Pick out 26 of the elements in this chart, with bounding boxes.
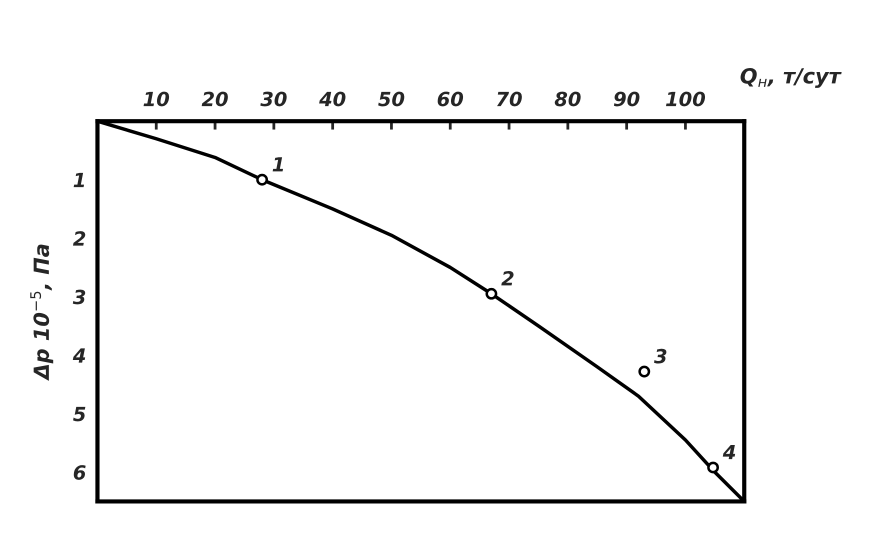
point — [256, 174, 268, 186]
annotation: 2 — [501, 271, 514, 286]
point — [707, 462, 719, 474]
x-tick-label: 50 — [378, 92, 404, 106]
point — [638, 366, 650, 378]
y-tick-label: 1 — [74, 172, 84, 188]
x-tick-label: 80 — [554, 92, 581, 106]
y-tick-label: 3 — [72, 290, 86, 304]
x-tick-label: 90 — [614, 92, 640, 106]
x-tick-label: 100 — [666, 92, 706, 106]
x-tick-label: 70 — [497, 92, 522, 106]
y-tick-label: 4 — [72, 348, 86, 363]
x-tick-label: 20 — [202, 92, 228, 106]
point — [486, 288, 498, 300]
y-tick-label: 2 — [72, 231, 86, 246]
annotation: 1 — [272, 157, 284, 172]
y-tick-label: 5 — [73, 406, 86, 422]
x-tick-label: 10 — [144, 92, 170, 106]
annotation: 4 — [722, 444, 736, 460]
x-tick-label: 60 — [438, 92, 464, 106]
annotation: 3 — [654, 348, 666, 364]
x-tick-label: 40 — [319, 92, 346, 106]
x-tick-label: 30 — [260, 92, 287, 106]
y-axis-title: Δp 10$^{−5}$, Па — [30, 244, 54, 381]
x-axis-title: Q$_{н}$, т/сут — [740, 68, 842, 88]
y-tick-label: 6 — [74, 465, 86, 480]
